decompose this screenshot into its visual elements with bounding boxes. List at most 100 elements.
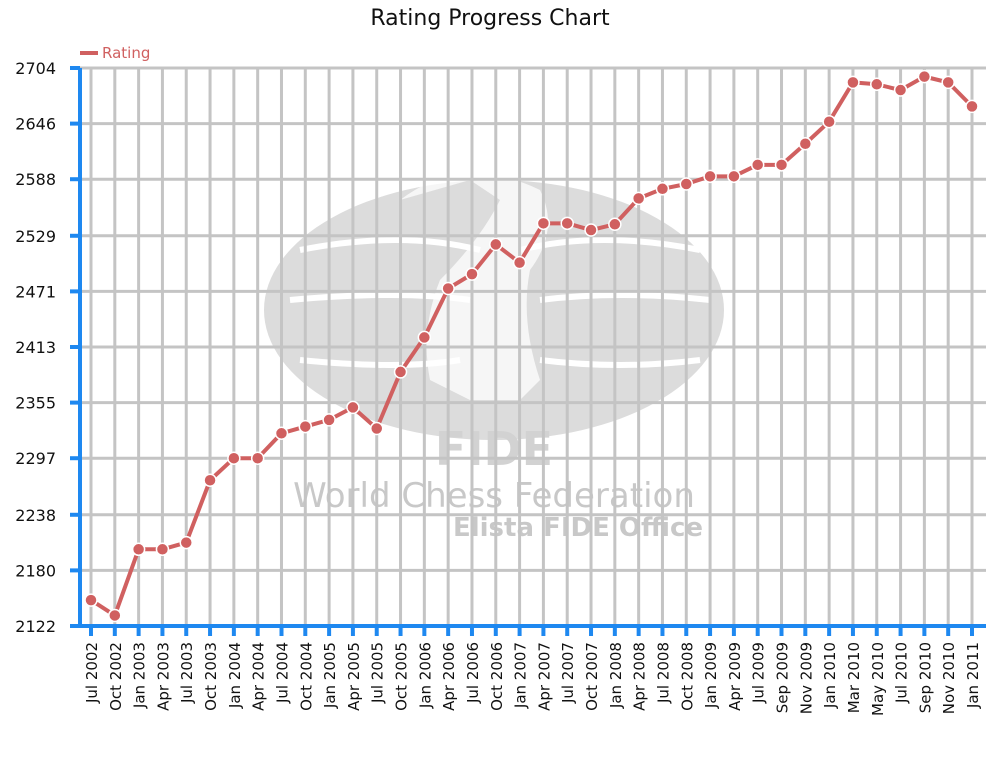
legend-label-rating: Rating [102, 44, 151, 62]
data-point [489, 237, 503, 252]
x-tick-label: Jan 2003 [131, 642, 149, 709]
knight-shape [400, 176, 548, 400]
y-tick-label: 2646 [15, 115, 56, 134]
x-tick-label: Jan 2004 [226, 642, 244, 709]
x-tick-label: Jul 2010 [893, 642, 911, 704]
x-tick-label: Jan 2005 [321, 642, 339, 709]
x-tick-label: Jul 2007 [559, 642, 577, 704]
data-point [965, 99, 979, 114]
x-tick-label: Jul 2008 [654, 642, 672, 704]
data-point [227, 451, 241, 465]
x-tick-label: Jul 2003 [178, 642, 196, 704]
data-point [774, 158, 789, 172]
chart-title: Rating Progress Chart [370, 6, 610, 31]
x-tick-label: Mar 2010 [845, 642, 863, 713]
x-tick-label: Jan 2011 [964, 642, 982, 709]
watermark-line2: Elista FIDE Office [453, 513, 703, 543]
x-tick-label: Jan 2009 [702, 642, 720, 709]
data-point [274, 426, 289, 441]
data-point [250, 451, 265, 465]
x-tick-label: Jul 2005 [369, 642, 387, 704]
y-tick-label: 2122 [15, 617, 56, 636]
data-point [512, 255, 527, 270]
x-tick-label: Oct 2002 [107, 642, 125, 711]
data-point [155, 542, 170, 557]
data-point [393, 365, 408, 379]
data-point [369, 421, 384, 436]
y-tick-label: 2588 [15, 170, 56, 189]
x-tick-label: Apr 2004 [250, 642, 268, 711]
data-point [560, 216, 574, 231]
data-point [465, 267, 479, 281]
x-tick-label: Oct 2004 [297, 642, 315, 711]
x-tick-label: Sep 2010 [916, 642, 934, 713]
x-tick-label: Oct 2008 [678, 642, 696, 711]
x-tick-label: Oct 2005 [393, 642, 411, 711]
data-point [917, 69, 932, 84]
data-point [346, 400, 360, 415]
data-point [870, 77, 884, 92]
x-tick-label: Oct 2003 [202, 642, 220, 711]
data-point [298, 419, 313, 434]
data-point [84, 593, 98, 607]
globe-lines [289, 237, 711, 368]
y-tick-label: 2238 [15, 506, 56, 525]
x-tick-label: Nov 2010 [940, 642, 958, 714]
data-point [822, 114, 836, 129]
data-point [941, 75, 955, 90]
data-point [584, 223, 598, 237]
y-tick-label: 2355 [15, 394, 56, 413]
x-tick-label: Oct 2007 [583, 642, 601, 711]
x-tick-label: Apr 2003 [154, 642, 172, 711]
data-point [655, 182, 670, 196]
data-point [203, 473, 217, 488]
x-tick-label: May 2010 [869, 642, 887, 716]
x-tick-label: Jan 2010 [821, 642, 839, 709]
y-tick-label: 2704 [15, 59, 56, 78]
data-point [179, 535, 193, 550]
x-tick-label: Nov 2009 [797, 642, 815, 714]
x-tick-label: Sep 2009 [774, 642, 792, 713]
x-tick-label: Apr 2009 [726, 642, 744, 711]
x-tick-label: Jul 2009 [750, 642, 768, 704]
y-tick-label: 2180 [15, 561, 56, 580]
data-point [798, 136, 813, 151]
data-point [131, 542, 146, 557]
x-tick-label: Apr 2006 [440, 642, 458, 711]
data-point [703, 169, 717, 184]
data-point [893, 83, 908, 97]
data-point [679, 177, 694, 191]
data-point [536, 216, 551, 231]
y-tick-label: 2297 [15, 449, 56, 468]
data-point [108, 608, 122, 623]
axes [70, 66, 986, 636]
x-tick-label: Jul 2004 [273, 642, 291, 704]
x-tick-label: Jan 2006 [416, 642, 434, 709]
data-point [608, 217, 622, 232]
watermark-line1: World Chess Federation [293, 476, 695, 516]
y-tick-label: 2529 [15, 227, 56, 246]
x-tick-label: Jul 2002 [83, 642, 101, 704]
legend-swatch-rating [80, 51, 98, 55]
y-axis-labels: 2122 2180 2238 2297 2355 2413 2471 2529 2588 2646… [15, 59, 56, 636]
y-tick-label: 2413 [15, 338, 56, 357]
x-tick-label: Jan 2007 [512, 642, 530, 709]
x-tick-label: Apr 2007 [535, 642, 553, 711]
x-axis-labels: Jul 2002 Oct 2002 Jan 2003 Apr 2003 Jul 2003… [83, 642, 982, 716]
data-point [417, 330, 432, 345]
x-tick-label: Jan 2008 [607, 642, 625, 709]
series-rating [84, 69, 979, 623]
data-point [750, 158, 765, 172]
x-tick-label: Apr 2008 [631, 642, 649, 711]
x-tick-label: Apr 2005 [345, 642, 363, 711]
watermark-logo-text: FIDE [435, 422, 553, 476]
y-tick-label: 2471 [15, 282, 56, 301]
x-tick-label: Oct 2006 [488, 642, 506, 711]
data-point [727, 169, 741, 184]
legend[interactable]: Rating [80, 44, 150, 62]
data-point [631, 191, 646, 206]
data-point [441, 281, 455, 296]
data-point [846, 75, 860, 90]
